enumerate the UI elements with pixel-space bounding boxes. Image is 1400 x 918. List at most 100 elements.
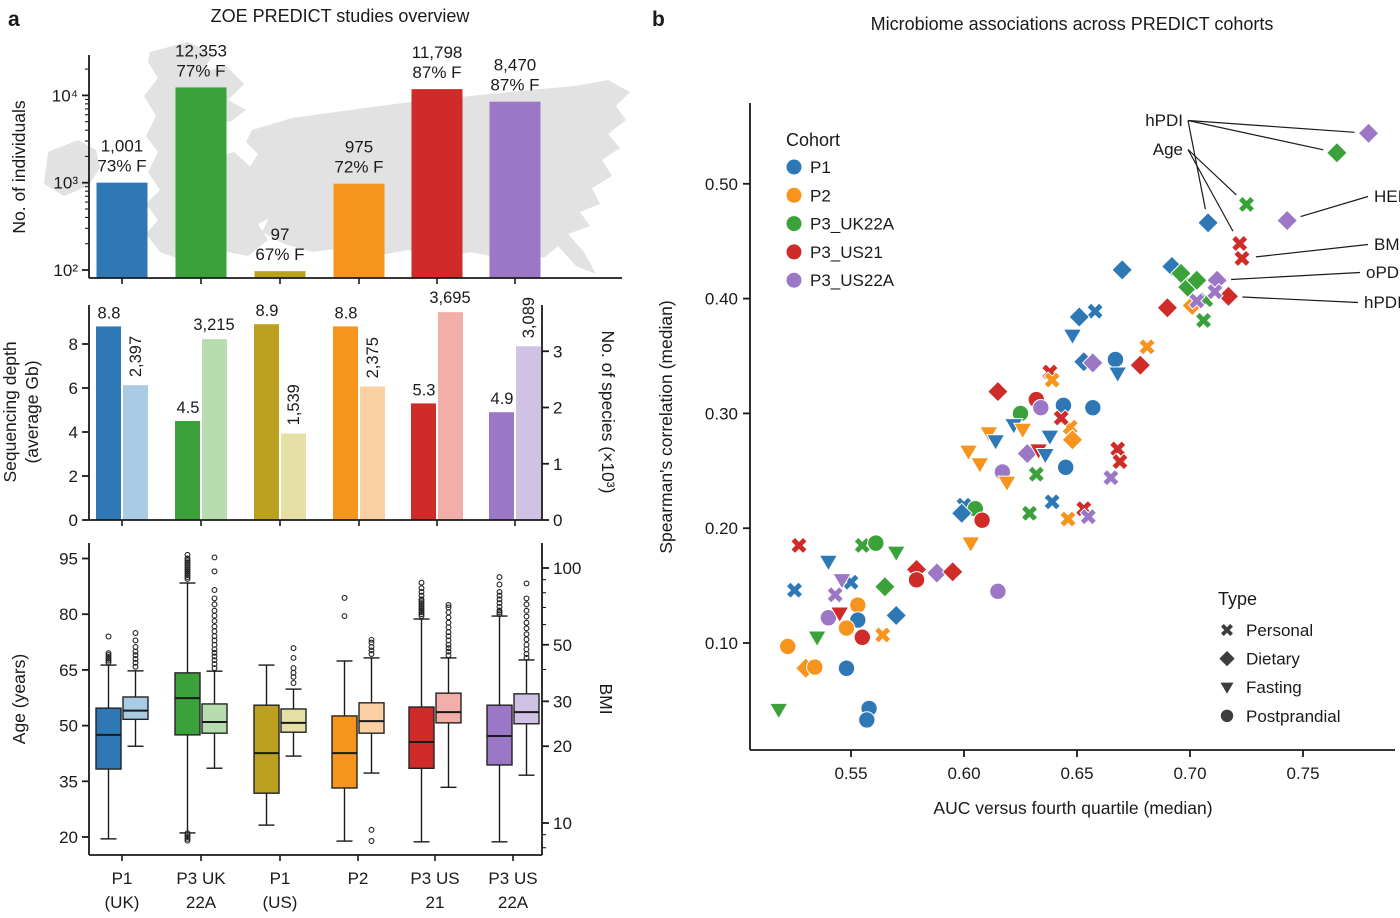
scatter-y-axis-label: Spearman's correlation (median) [656, 300, 676, 553]
species-value-label: 2,375 [364, 337, 382, 378]
bmi-outlier [445, 614, 452, 621]
bmi-outlier [132, 630, 139, 636]
bmi-outlier [445, 619, 452, 626]
scatter-point [807, 630, 827, 648]
scatter-point [1230, 234, 1249, 253]
age-outlier [184, 557, 191, 564]
x-tick-label: 0.70 [1173, 764, 1206, 783]
bmi-outlier [445, 645, 452, 652]
annotation-leader-line [1187, 119, 1355, 133]
bar-individuals-P2 [333, 183, 385, 278]
annotation-leader-line [1187, 119, 1324, 151]
bmi-outlier [523, 636, 530, 643]
scatter-point [958, 444, 979, 462]
annotation-label-opdi: oPDI [1366, 263, 1400, 282]
cohort-x-label: P1 [270, 869, 291, 888]
scatter-point [873, 626, 892, 644]
annotation-label-bmi: BMI [1374, 235, 1400, 254]
age-bmi-boxplot-chart: 20 35 50 65 80 95 10 20 30 50 100 P1 (UK) P3 UK 22A P1 (… [59, 543, 581, 912]
annotation-leader-line [1231, 271, 1361, 281]
bmi-box [122, 696, 149, 721]
bar-pct-female-label: 72% F [334, 158, 383, 177]
scatter-point [1357, 122, 1380, 145]
scatter-point [1325, 141, 1348, 164]
bmi-outlier [290, 665, 297, 672]
scatter-point [1106, 350, 1125, 369]
bar-species-P3 UK 22A [202, 339, 227, 520]
bmi-outlier [445, 602, 452, 608]
bmi-outlier [211, 612, 218, 619]
depth-value-label: 5.3 [413, 381, 436, 399]
scatter-point [867, 534, 885, 552]
y-tick-label-right: 0 [553, 511, 562, 530]
bmi-outlier [368, 838, 375, 844]
bmi-outlier [211, 601, 218, 608]
scatter-point [1138, 337, 1156, 356]
age-outlier [341, 594, 348, 601]
bmi-outlier [523, 601, 530, 608]
bmi-outlier [445, 609, 452, 616]
age-outlier [105, 659, 112, 666]
bar-depth-P3 UK 22A [175, 421, 200, 520]
species-value-label: 3,215 [193, 316, 234, 334]
bmi-outlier [368, 826, 375, 833]
type-legend-marker-fasting [1218, 681, 1236, 696]
scatter-point [853, 536, 872, 555]
species-y-axis-label: No. of species (×10³) [598, 331, 618, 494]
age-tick-label: 35 [59, 772, 78, 791]
bmi-outlier [368, 647, 375, 654]
cohort-legend-swatch-P3_US22A [786, 272, 802, 288]
scatter-point [1081, 351, 1104, 374]
age-outlier [184, 559, 191, 566]
bmi-outlier [132, 637, 139, 644]
panel-a-letter: a [8, 8, 20, 31]
y-tick-label: 6 [69, 379, 78, 398]
sequencing-chart: 8.8 2,397 4.5 3,215 8.9 1,539 8.8 2,375 5.3 3,695… [69, 289, 563, 530]
scatter-point [1061, 428, 1084, 451]
panel-b-title: Microbiome associations across PREDICT c… [871, 14, 1274, 34]
age-outlier [496, 581, 503, 588]
bmi-outlier [445, 633, 452, 640]
scatter-point [1233, 249, 1251, 268]
depth-value-label: 8.8 [98, 304, 121, 322]
scatter-point [1020, 504, 1039, 523]
bar-count-label: 8,470 [494, 56, 537, 75]
bmi-tick-label: 20 [553, 737, 572, 756]
bar-species-P3 US 21 [438, 312, 463, 520]
type-legend-title: Type [1218, 589, 1257, 609]
bar-individuals-P1 (UK) [96, 182, 148, 278]
y-tick-label: 10² [53, 261, 78, 280]
panel-a-title: ZOE PREDICT studies overview [211, 6, 471, 26]
bmi-tick-label: 30 [553, 692, 572, 711]
age-tick-label: 50 [59, 717, 78, 736]
bmi-outlier [523, 613, 530, 620]
cohort-x-label: (US) [263, 893, 298, 912]
scatter-point [826, 585, 845, 604]
cohort-x-label: 22A [498, 893, 529, 912]
scatter-point [768, 702, 789, 720]
age-outlier [184, 561, 191, 568]
scatter-point [886, 545, 907, 563]
bmi-box [201, 703, 228, 734]
bmi-outlier [445, 648, 452, 655]
bmi-outlier [132, 644, 139, 650]
cohort-legend-swatch-P1 [786, 159, 802, 175]
bmi-outlier [211, 637, 218, 644]
scatter-point [925, 562, 948, 584]
cohort-x-label: P1 [112, 869, 133, 888]
age-outlier [418, 579, 425, 586]
scatter-point [1052, 409, 1071, 427]
age-outlier [105, 655, 112, 662]
bmi-outlier [132, 655, 139, 662]
bar-species-P1 (UK) [123, 385, 148, 520]
scatter-point [1187, 292, 1206, 310]
species-value-label: 2,397 [127, 336, 145, 377]
bar-depth-P3 US 22A [489, 412, 514, 520]
cohort-legend-swatch-P3_US21 [786, 244, 802, 260]
age-outlier [418, 609, 425, 616]
age-outlier [184, 834, 191, 840]
scatter-point [1043, 371, 1062, 389]
bmi-outlier [523, 631, 530, 638]
